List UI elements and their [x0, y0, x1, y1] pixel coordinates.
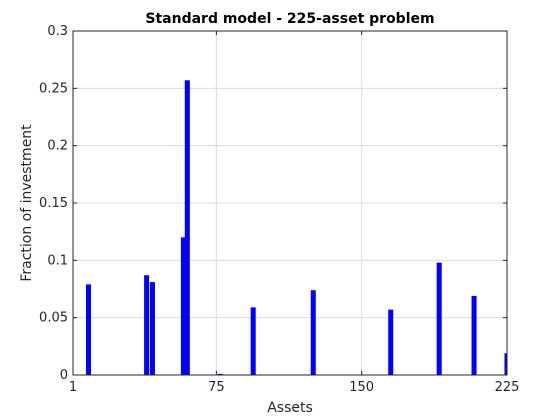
grid: [73, 31, 507, 375]
bar: [250, 307, 256, 375]
y-tick-label: 0.2: [47, 139, 68, 154]
x-tick-label: 75: [208, 380, 225, 395]
x-axis-label: Assets: [267, 400, 313, 416]
y-tick-labels: 0 0.05 0.1 0.15 0.2 0.25 0.3: [39, 24, 68, 383]
y-tick-label: 0: [60, 368, 68, 383]
bar: [149, 282, 155, 375]
bar: [85, 284, 92, 375]
bar: [180, 237, 186, 375]
bar: [504, 353, 507, 375]
bar: [144, 275, 150, 375]
x-tick-label: 1: [69, 380, 77, 395]
bar: [471, 295, 477, 375]
y-tick-label: 0.05: [39, 311, 68, 326]
y-tick-label: 0.1: [47, 253, 68, 268]
bar: [436, 262, 442, 375]
bars: [85, 80, 507, 375]
y-tick-label: 0.15: [39, 196, 68, 211]
ticks: [72, 30, 508, 376]
x-tick-label: 150: [349, 380, 374, 395]
y-tick-label: 0.25: [39, 81, 68, 96]
bar: [217, 373, 223, 375]
x-tick-label: 225: [495, 380, 520, 395]
bar: [388, 309, 394, 375]
y-axis-label: Fraction of investment: [19, 124, 35, 282]
bar: [310, 290, 316, 375]
x-tick-labels: 1 75 150 225: [69, 380, 520, 395]
y-tick-label: 0.3: [47, 24, 68, 39]
bar: [184, 80, 190, 375]
chart-title: Standard model - 225-asset problem: [145, 11, 434, 27]
